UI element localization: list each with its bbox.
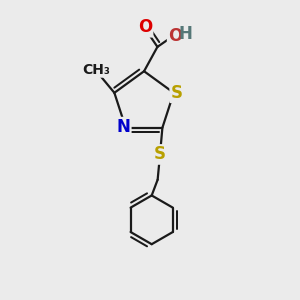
Text: CH₃: CH₃	[82, 63, 110, 76]
Text: H: H	[178, 26, 192, 44]
Text: S: S	[154, 146, 166, 164]
Text: O: O	[168, 27, 182, 45]
Text: N: N	[116, 118, 130, 136]
Text: S: S	[171, 84, 183, 102]
Text: O: O	[138, 18, 152, 36]
